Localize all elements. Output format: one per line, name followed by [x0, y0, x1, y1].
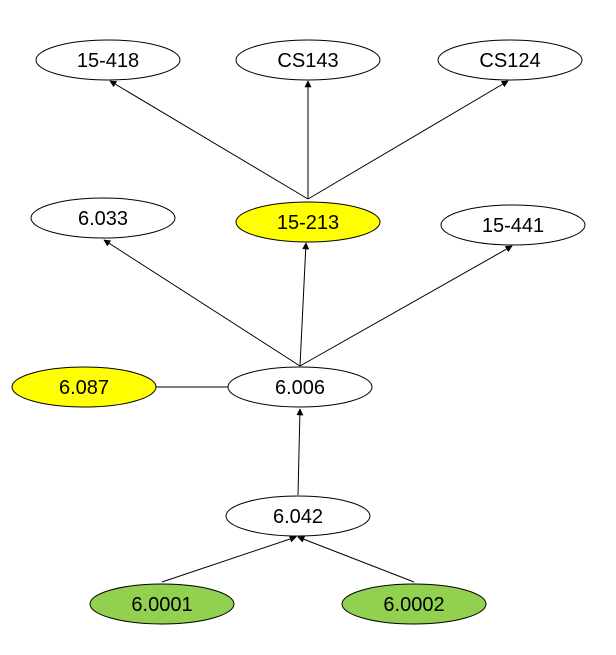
node-ellipse	[437, 39, 583, 81]
node-ellipse	[89, 583, 235, 625]
node-6-042: 6.042	[225, 495, 371, 537]
edges-layer	[103, 80, 513, 583]
edge-15_213-to-cs124	[307, 80, 509, 200]
node-6-087: 6.087	[11, 366, 157, 408]
node-6-0002: 6.0002	[341, 583, 487, 625]
node-label: 6.0002	[383, 594, 444, 616]
node-label: 15-441	[482, 215, 544, 237]
node-label: 6.033	[78, 208, 128, 230]
node-6-033: 6.033	[30, 197, 176, 239]
node-6-0001: 6.0001	[89, 583, 235, 625]
node-15-418: 15-418	[35, 39, 181, 81]
node-label: CS124	[479, 50, 540, 72]
node-ellipse	[440, 204, 586, 246]
edge-15_213-to-15_418	[109, 80, 309, 200]
edge-6_0001-to-6_042	[161, 535, 297, 583]
node-label: CS143	[277, 50, 338, 72]
node-label: 6.087	[59, 377, 109, 399]
edge-6_006-to-15_213	[299, 242, 310, 367]
node-15-213: 15-213	[235, 201, 381, 243]
node-ellipse	[225, 495, 371, 537]
node-15-441: 15-441	[440, 204, 586, 246]
node-label: 15-418	[77, 50, 139, 72]
node-cs124: CS124	[437, 39, 583, 81]
node-ellipse	[235, 39, 381, 81]
edge-6_006-to-6_033	[103, 239, 301, 367]
edge-6_0002-to-6_042	[297, 536, 415, 583]
node-ellipse	[11, 366, 157, 408]
node-ellipse	[35, 39, 181, 81]
node-ellipse	[227, 366, 373, 408]
node-6-006: 6.006	[227, 366, 373, 408]
edge-6_006-to-15_441	[299, 245, 513, 367]
node-ellipse	[235, 201, 381, 243]
edge-6_042-to-6_006	[296, 408, 304, 496]
node-label: 6.006	[275, 377, 325, 399]
node-cs143: CS143	[235, 39, 381, 81]
nodes-layer: 15-418 CS143 CS124 6.033 15-213 15-441 6.087 6.…	[11, 39, 586, 625]
node-ellipse	[30, 197, 176, 239]
node-label: 15-213	[277, 212, 339, 234]
node-ellipse	[341, 583, 487, 625]
node-label: 6.0001	[131, 594, 192, 616]
node-label: 6.042	[273, 506, 323, 528]
